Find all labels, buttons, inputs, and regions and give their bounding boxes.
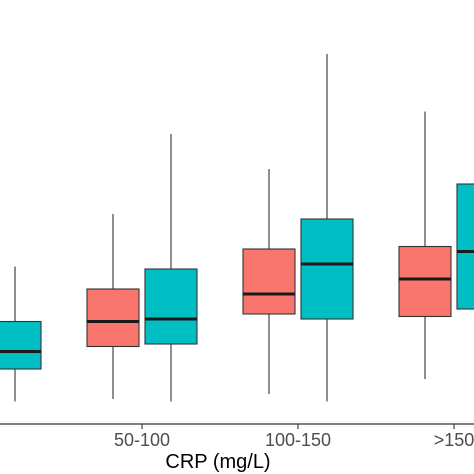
x-tick-label: 50-100	[114, 430, 170, 450]
box	[0, 320, 42, 370]
box-group	[456, 183, 474, 310]
box	[86, 288, 140, 348]
box-group	[300, 54, 354, 402]
box	[456, 183, 474, 310]
box	[398, 245, 452, 318]
x-tick-label: 100-150	[265, 430, 331, 450]
box-group	[144, 134, 198, 402]
box	[300, 218, 354, 320]
x-axis-title: CRP (mg/L)	[165, 451, 270, 473]
box-group	[398, 111, 452, 379]
box-group	[86, 214, 140, 399]
box-group	[242, 169, 296, 394]
box-group	[0, 266, 42, 402]
x-tick-label: >150	[434, 430, 474, 450]
box	[144, 268, 198, 345]
box	[242, 248, 296, 315]
plot-area	[0, 54, 474, 402]
